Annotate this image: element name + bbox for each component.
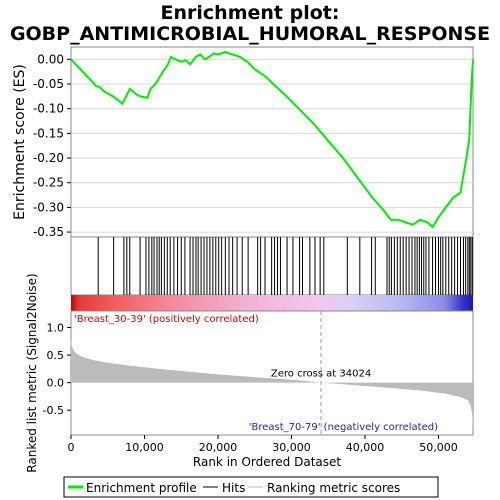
ranking-x-ticks: 0 10,000 20,000 30,000 40,000 50,000 [68, 435, 458, 454]
legend-hits-label: Hits [222, 481, 245, 495]
ranking-y-tick-label: -0.5 [43, 404, 64, 417]
es-tick-label: -0.35 [33, 225, 64, 239]
hit-marks [97, 237, 473, 295]
legend-enrichment-label: Enrichment profile [86, 481, 197, 495]
enrichment-profile-line [70, 50, 474, 229]
es-tick-label: -0.05 [33, 77, 64, 91]
legend-ranking-label: Ranking metric scores [267, 481, 400, 495]
x-axis-label: Rank in Ordered Dataset [193, 455, 341, 469]
chart-subtitle: GOBP_ANTIMICROBIAL_HUMORAL_RESPONSE [10, 23, 490, 45]
metric-gradient [71, 295, 473, 311]
es-tick-label: -0.20 [33, 151, 64, 165]
zero-cross-label: Zero cross at 34024 [271, 369, 371, 380]
ranking-metric-area [71, 339, 473, 430]
x-tick-label: 10,000 [125, 441, 164, 454]
x-tick-label: 0 [68, 441, 75, 454]
x-tick-label: 20,000 [199, 441, 238, 454]
ranking-panel: Zero cross at 34024 'Breast_30-39' (posi… [25, 273, 474, 473]
legend: Enrichment profile Hits Ranking metric s… [63, 476, 439, 498]
chart-title: Enrichment plot: [161, 2, 340, 24]
es-tick-label: -0.30 [33, 200, 64, 214]
ranking-y-tick-label: 0.5 [47, 349, 65, 362]
enrichment-panel: 0.00-0.05-0.10-0.15-0.20-0.25-0.30-0.35 … [12, 46, 474, 239]
ranking-y-ticks: 1.0 0.5 0.0 -0.5 [43, 322, 71, 417]
ranking-y-tick-label: 0.0 [47, 377, 65, 390]
metric-color-bar [71, 295, 473, 311]
es-tick-label: -0.10 [33, 102, 64, 116]
x-tick-label: 50,000 [419, 441, 458, 454]
ranking-y-tick-label: 1.0 [47, 322, 65, 335]
enrichment-panel-frame [70, 46, 474, 238]
es-tick-label: 0.00 [37, 52, 64, 66]
es-tick-label: -0.15 [33, 126, 64, 140]
positive-correlation-label: 'Breast_30-39' (positively correlated) [74, 314, 259, 325]
ranking-y-axis-label: Ranked list metric (Signal2Noise) [25, 273, 39, 472]
hits-panel [70, 236, 474, 296]
x-tick-label: 30,000 [272, 441, 311, 454]
es-grid [71, 58, 473, 233]
es-tick-label: -0.25 [33, 176, 64, 190]
es-y-ticks: 0.00 -0.05 -0.10 -0.15 -0.20 -0.25 -0.30 -0.35 [33, 52, 71, 239]
es-y-axis-label: Enrichment score (ES) [12, 64, 28, 220]
x-tick-label: 40,000 [346, 441, 385, 454]
negative-correlation-label: 'Breast_70-79' (negatively correlated) [249, 422, 438, 433]
